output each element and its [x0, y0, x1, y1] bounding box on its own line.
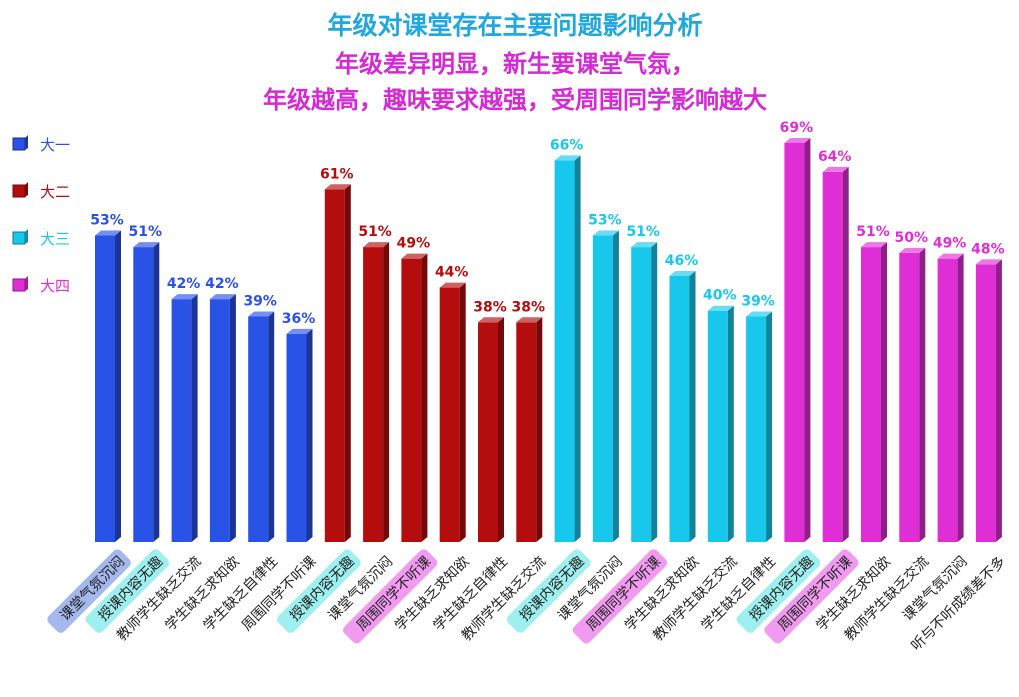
value-label: 51% [626, 224, 660, 240]
bar [975, 259, 1002, 542]
value-label: 39% [243, 293, 277, 309]
bar [133, 242, 160, 542]
bar [439, 282, 466, 542]
value-label: 49% [933, 236, 967, 252]
bar [784, 138, 811, 542]
legend-label: 大一 [40, 136, 70, 154]
bar [669, 271, 696, 542]
chart-title: 年级对课堂存在主要问题影响分析 [327, 11, 702, 40]
legend-swatch [12, 229, 28, 245]
value-label: 38% [473, 299, 507, 315]
bar [171, 294, 198, 542]
value-label: 50% [895, 230, 929, 246]
bar [899, 247, 926, 542]
legend-swatch [12, 182, 28, 198]
legend-label: 大四 [40, 277, 70, 295]
legend-label: 大二 [40, 183, 70, 201]
value-label: 53% [588, 213, 622, 229]
value-label: 40% [703, 288, 737, 304]
value-label: 51% [856, 224, 890, 240]
bar [937, 253, 964, 543]
value-label: 51% [129, 224, 163, 240]
bar [248, 311, 275, 542]
bar [861, 242, 887, 542]
value-label: 66% [550, 137, 584, 153]
value-label: 39% [741, 293, 775, 309]
value-label: 42% [205, 276, 239, 292]
bar [746, 311, 773, 542]
legend-label: 大三 [40, 230, 70, 248]
value-label: 61% [320, 166, 354, 182]
value-label: 53% [90, 213, 124, 229]
value-label: 38% [512, 299, 546, 315]
bar [401, 253, 428, 543]
legend-swatch [12, 135, 28, 151]
chart-subtitle-line-1: 年级差异明显，新生要课堂气氛， [335, 50, 695, 78]
value-label: 48% [971, 241, 1005, 257]
category-labels: 课堂气氛沉闷授课内容无趣教师学生缺乏交流学生缺乏求知欲学生缺乏自律性周围同学不听… [47, 549, 1009, 654]
value-label: 42% [167, 276, 201, 292]
bar [631, 242, 658, 542]
value-label: 46% [665, 253, 699, 269]
legend-swatch [12, 276, 28, 292]
bar [324, 184, 351, 542]
bar [363, 242, 390, 542]
value-label: 64% [818, 149, 852, 165]
value-label: 51% [358, 224, 392, 240]
value-label: 69% [780, 120, 814, 136]
bar [209, 294, 236, 542]
bar [516, 317, 543, 542]
chart-subtitle-line-2: 年级越高，趣味要求越强，受周围同学影响越大 [263, 86, 767, 114]
value-labels: 53%51%42% 42%39%36%61%51%49%44%38% 38%66%5… [90, 120, 1004, 327]
bar [478, 317, 504, 542]
bar [95, 230, 121, 543]
bars [95, 138, 1002, 543]
bar [707, 305, 734, 542]
value-label: 44% [435, 265, 469, 281]
bar [592, 230, 619, 543]
value-label: 49% [397, 236, 431, 252]
bar [822, 166, 849, 543]
bar [554, 155, 581, 542]
bar [286, 328, 313, 542]
value-label: 36% [282, 311, 316, 327]
